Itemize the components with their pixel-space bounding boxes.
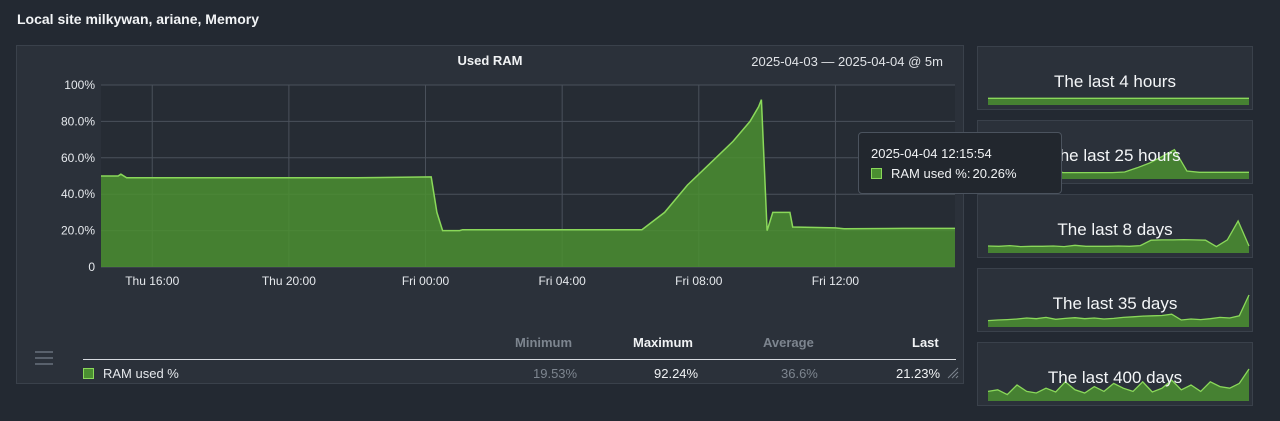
series-line	[101, 99, 955, 232]
x-tick-label: Fri 00:00	[402, 274, 450, 288]
overview-chart-4-hours	[988, 97, 1249, 105]
overview-area	[988, 221, 1249, 253]
series-area	[101, 99, 955, 267]
y-tick-label: 100%	[64, 78, 95, 92]
x-tick-label: Fri 12:00	[812, 274, 860, 288]
chart-tooltip: 2025-04-04 12:15:54 RAM used %: 20.26%	[858, 132, 1062, 194]
legend-last-value: 21.23%	[896, 366, 941, 381]
overview-area	[988, 369, 1249, 401]
legend-header-average[interactable]: Average	[763, 335, 814, 350]
ram-chart[interactable]: 0 20.0% 40.0% 60.0% 80.0% 100% Thu 16:00 Thu 20…	[17, 46, 963, 306]
resize-icon[interactable]	[947, 367, 959, 379]
overview-line	[987, 219, 1250, 248]
series-swatch	[83, 368, 94, 379]
overview-area	[988, 98, 1249, 105]
y-tick-label: 20.0%	[61, 224, 95, 238]
legend-minimum-value: 19.53%	[533, 366, 578, 381]
y-tick-label: 80.0%	[61, 114, 95, 128]
tooltip-swatch	[871, 168, 882, 179]
overview-chart-8-days	[987, 219, 1250, 253]
overview-4-hours[interactable]: The last 4 hours	[977, 46, 1253, 110]
x-tick-label: Fri 08:00	[675, 274, 723, 288]
y-tick-label: 40.0%	[61, 187, 95, 201]
graph-panel[interactable]: 0 20.0% 40.0% 60.0% 80.0% 100% Thu 16:00 Thu 20…	[16, 45, 964, 384]
x-tick-label: Thu 20:00	[262, 274, 316, 288]
legend-divider	[83, 359, 956, 360]
overview-chart-35-days	[987, 294, 1250, 327]
overview-label-35-days: The last 35 days	[1052, 294, 1178, 313]
legend-series-label: RAM used %	[103, 366, 179, 381]
dashboard-title: Local site milkywan, ariane, Memory	[17, 11, 259, 27]
tooltip-label: RAM used %:	[891, 166, 971, 181]
overview-label-400-days: The last 400 days	[1047, 368, 1183, 387]
overview-label-8-days: The last 8 days	[1057, 220, 1173, 239]
legend-series[interactable]: RAM used %	[83, 366, 179, 381]
legend-header-maximum[interactable]: Maximum	[633, 335, 693, 350]
y-tick-label: 60.0%	[61, 151, 95, 165]
overview-35-days[interactable]: The last 35 days	[977, 268, 1253, 332]
overview-line	[987, 294, 1250, 322]
legend-average-value: 36.6%	[781, 366, 818, 381]
legend-header-minimum[interactable]: Minimum	[515, 335, 573, 350]
overview-8-days[interactable]: The last 8 days	[977, 194, 1253, 258]
menu-icon[interactable]	[35, 351, 53, 365]
overview-400-days[interactable]: The last 400 days	[977, 342, 1253, 406]
overview-label-25-hours: The last 25 hours	[1049, 146, 1181, 165]
graph-title: Used RAM	[457, 53, 523, 68]
tooltip-time: 2025-04-04 12:15:54	[871, 146, 992, 161]
overview-line	[987, 368, 1250, 396]
legend-maximum-value: 92.24%	[654, 366, 699, 381]
overview-chart-400-days	[987, 368, 1250, 401]
overview-label-4-hours: The last 4 hours	[1054, 72, 1176, 91]
x-tick-label: Fri 04:00	[538, 274, 586, 288]
y-tick-label: 0	[88, 260, 95, 274]
tooltip-value: 20.26%	[972, 166, 1017, 181]
tooltip-row: RAM used %: 20.26%	[871, 166, 1049, 181]
legend-header-last[interactable]: Last	[912, 335, 939, 350]
x-tick-label: Thu 16:00	[125, 274, 179, 288]
graph-time-range: 2025-04-03 — 2025-04-04 @ 5m	[751, 54, 943, 69]
